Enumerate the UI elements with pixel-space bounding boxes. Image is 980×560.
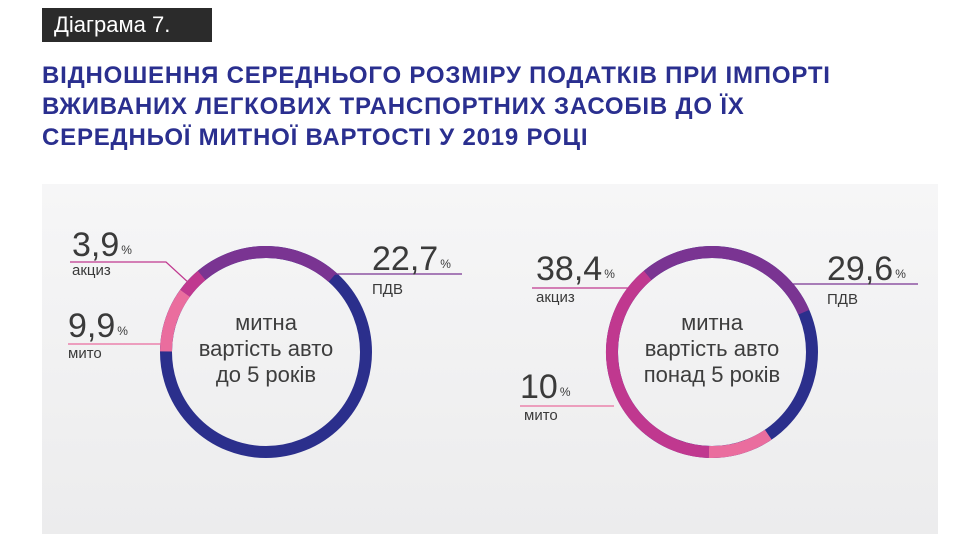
donut-slice-ПДВ: [197, 246, 337, 282]
data-label-value: 9,9: [68, 307, 115, 345]
data-label-name: мито: [524, 407, 558, 424]
data-label-value: 29,6: [827, 250, 893, 288]
donut-center-label: вартість авто: [199, 336, 334, 361]
donut-center-label: митна: [235, 310, 298, 335]
data-label-unit: %: [604, 267, 615, 281]
donut-center-label: вартість авто: [645, 336, 780, 361]
donut-slice-мито: [708, 429, 772, 458]
chart-title-line-3: СЕРЕДНЬОЇ МИТНОЇ ВАРТОСТІ У 2019 РОЦІ: [42, 124, 589, 151]
donut-slice-акциз: [606, 270, 710, 458]
chart-title: ВІДНОШЕННЯ СЕРЕДНЬОГО РОЗМІРУ ПОДАТКІВ П…: [42, 60, 942, 153]
donut-center-label: митна: [681, 310, 744, 335]
donut-slice-ПДВ: [643, 246, 810, 315]
chart-panel: 22,7% ПДВ 3,9% акциз 9,9% мито митна вартість а…: [42, 184, 938, 534]
donut-center-label: понад 5 років: [644, 362, 781, 387]
chart-title-line-2: ВЖИВАНИХ ЛЕГКОВИХ ТРАНСПОРТНИХ ЗАСОБІВ Д…: [42, 93, 745, 120]
data-label-name: акциз: [72, 262, 111, 279]
diagram-number-tag: Діаграма 7.: [42, 8, 212, 42]
data-label-value: 10: [520, 368, 558, 406]
data-label-unit: %: [121, 243, 132, 257]
data-label-value: 38,4: [536, 250, 602, 288]
data-label-unit: %: [440, 257, 451, 271]
donut-center-label: до 5 років: [216, 362, 316, 387]
data-label-value: 22,7: [372, 240, 438, 278]
chart-title-line-1: ВІДНОШЕННЯ СЕРЕДНЬОГО РОЗМІРУ ПОДАТКІВ П…: [42, 62, 831, 89]
data-label-unit: %: [895, 267, 906, 281]
data-label-unit: %: [560, 385, 571, 399]
data-label-name: акциз: [536, 289, 575, 306]
data-label-name: мито: [68, 345, 102, 362]
data-label-name: ПДВ: [372, 281, 403, 298]
data-label-value: 3,9: [72, 226, 119, 264]
donut-slice-мито: [160, 289, 191, 352]
leader-line: [70, 261, 191, 285]
donut-slice-акциз: [180, 270, 206, 297]
data-label-name: ПДВ: [827, 291, 858, 308]
data-label-unit: %: [117, 324, 128, 338]
